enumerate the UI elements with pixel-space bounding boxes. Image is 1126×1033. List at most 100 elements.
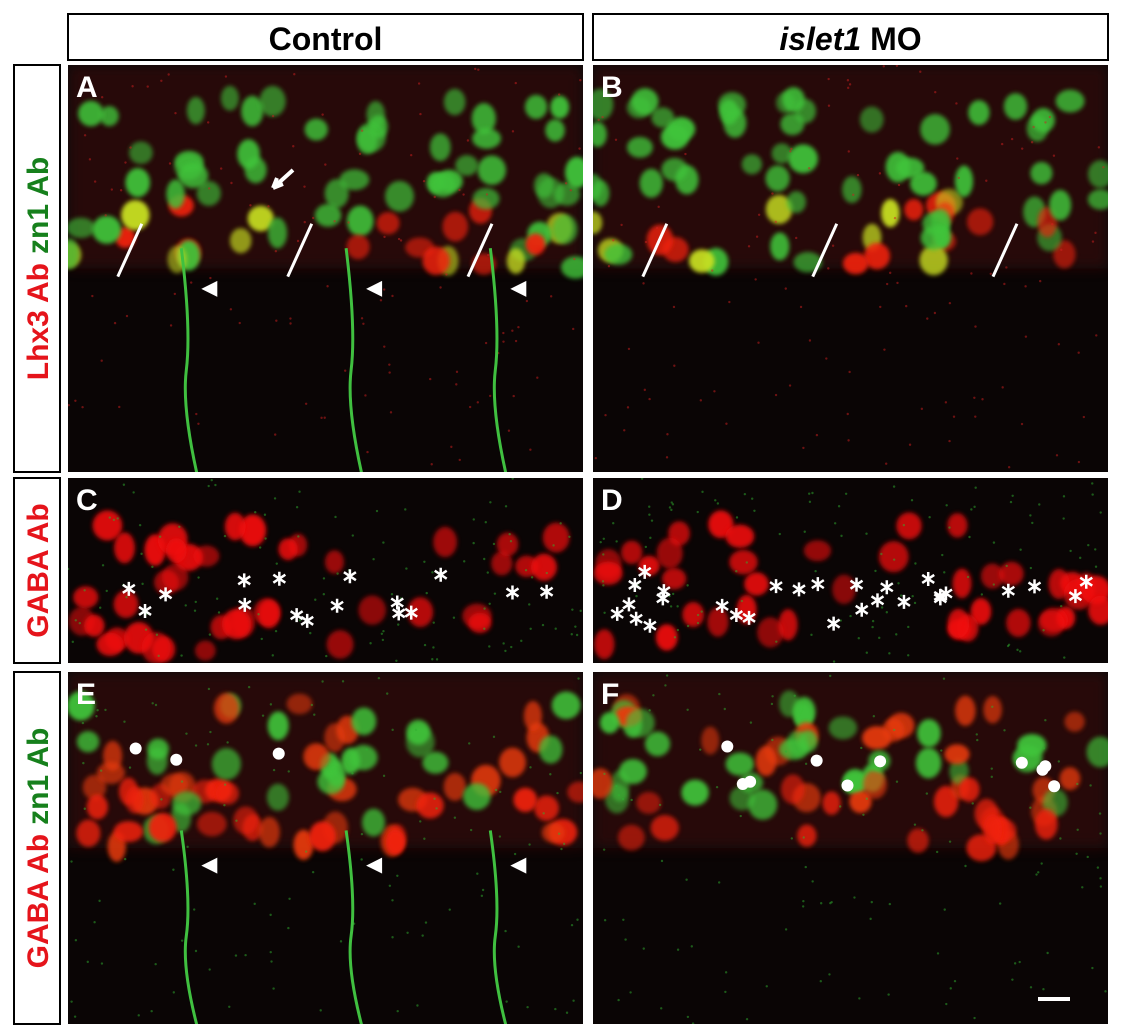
speck: [696, 621, 700, 625]
asterisk: [769, 579, 783, 594]
speck: [119, 189, 123, 192]
speck: [1030, 141, 1034, 144]
cell: [129, 141, 153, 165]
cell: [729, 549, 758, 575]
speck: [154, 703, 158, 707]
speck: [423, 837, 426, 840]
cell: [96, 632, 124, 656]
speck: [573, 257, 576, 261]
speck: [745, 1017, 749, 1021]
speck: [948, 526, 951, 529]
cell: [68, 691, 95, 721]
row-label-part: GABA Ab: [22, 503, 55, 637]
speck: [95, 715, 98, 718]
speck: [673, 364, 676, 367]
speck: [810, 633, 813, 637]
cell: [999, 561, 1024, 586]
speck: [1060, 248, 1063, 252]
speck: [433, 195, 436, 199]
speck: [814, 569, 817, 573]
cell: [744, 572, 769, 596]
speck: [1042, 747, 1046, 750]
speck: [1007, 466, 1011, 469]
speck: [155, 633, 159, 636]
speck: [907, 625, 910, 629]
speck: [304, 850, 308, 853]
speck: [615, 540, 618, 543]
speck: [838, 805, 842, 808]
cell: [366, 101, 386, 129]
speck: [530, 576, 534, 579]
cell: [864, 242, 891, 270]
speck: [1087, 543, 1090, 547]
speck: [602, 553, 605, 556]
speck: [1094, 548, 1097, 551]
speck: [110, 188, 114, 191]
speck: [992, 583, 995, 586]
speck: [715, 785, 719, 789]
speck: [974, 325, 977, 328]
speck: [1016, 648, 1019, 652]
speck: [902, 523, 906, 527]
speck: [790, 837, 794, 840]
speck: [970, 272, 973, 275]
asterisk: [289, 608, 304, 623]
speck: [322, 577, 326, 580]
speck: [424, 921, 428, 924]
speck: [966, 575, 970, 579]
cell: [842, 176, 862, 204]
cell: [701, 726, 720, 755]
cell: [983, 696, 1002, 724]
speck: [334, 515, 337, 519]
speck: [399, 239, 403, 242]
speck: [1091, 240, 1095, 243]
speck: [973, 396, 976, 399]
speck: [391, 899, 394, 902]
speck: [992, 541, 996, 544]
asterisk: [715, 598, 729, 613]
speck: [1038, 503, 1041, 506]
speck: [208, 968, 211, 971]
speck: [125, 314, 129, 318]
speck: [389, 411, 393, 414]
speck: [893, 216, 897, 220]
speck: [565, 1011, 569, 1014]
speck: [274, 629, 278, 633]
speck: [439, 286, 442, 289]
cell: [896, 512, 922, 540]
speck: [660, 859, 664, 863]
speck: [1063, 656, 1066, 659]
speck: [802, 836, 805, 839]
speck: [320, 416, 323, 420]
speck: [322, 593, 326, 596]
speck: [274, 250, 278, 253]
speck: [724, 971, 728, 974]
cell: [617, 824, 645, 851]
speck: [296, 239, 300, 243]
cell: [1034, 808, 1058, 840]
cell: [317, 769, 345, 795]
cell: [1030, 161, 1053, 185]
asterisk: [729, 608, 744, 623]
speck: [1095, 334, 1098, 337]
cell: [636, 791, 662, 814]
speck: [319, 1009, 322, 1012]
speck: [86, 960, 89, 964]
speck: [819, 902, 823, 905]
speck: [936, 952, 940, 955]
speck: [713, 390, 716, 393]
cell: [524, 94, 548, 120]
header-part: islet1: [779, 21, 861, 57]
speck: [685, 878, 688, 881]
speck: [1077, 351, 1080, 354]
axon: [179, 830, 199, 1024]
speck: [554, 1007, 557, 1011]
speck: [208, 187, 211, 190]
cell: [954, 165, 974, 198]
speck: [648, 709, 651, 712]
speck: [989, 272, 992, 275]
speck: [360, 858, 363, 861]
speck: [468, 742, 471, 745]
asterisk: [629, 611, 643, 626]
speck: [1031, 521, 1034, 525]
